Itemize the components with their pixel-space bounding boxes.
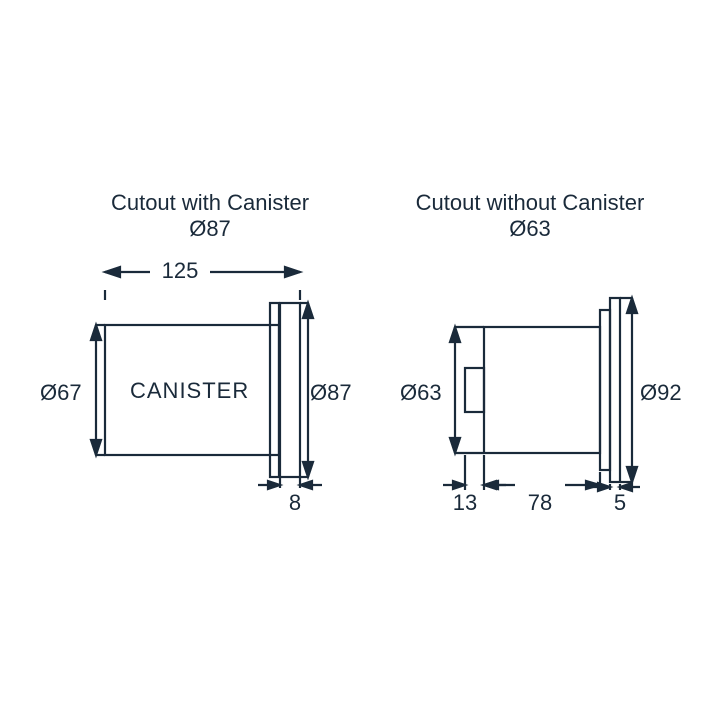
linework [0,0,720,720]
diagram-stage: Cutout with Canister Ø87 Cutout without … [0,0,720,720]
